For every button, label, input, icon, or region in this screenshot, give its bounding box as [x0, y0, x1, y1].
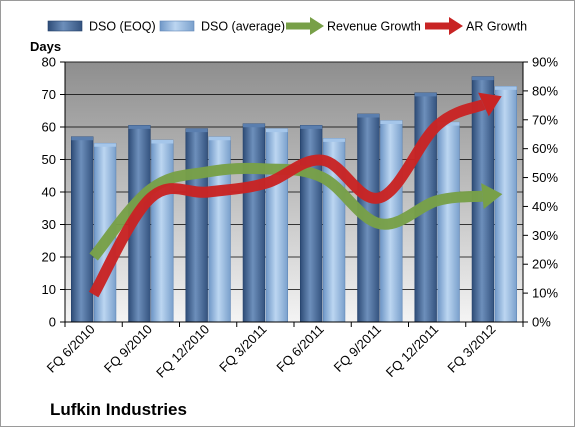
- bar-dso-average: [265, 128, 289, 323]
- y2-tick-label: 70%: [532, 112, 558, 127]
- y2-tick-label: 40%: [532, 199, 558, 214]
- legend-label: Revenue Growth: [327, 20, 421, 34]
- bar-top-dso-average: [208, 136, 231, 141]
- y-tick-label: 30: [42, 217, 56, 232]
- bar-dso-eoq: [185, 128, 208, 323]
- legend-label: DSO (average): [201, 20, 285, 34]
- bar-top-dso-eoq: [357, 114, 380, 118]
- y2-tick-label: 50%: [532, 170, 558, 185]
- legend-arrow-shaft: [286, 22, 312, 30]
- y-tick-label: 40: [42, 185, 56, 200]
- bar-top-dso-average: [437, 122, 460, 126]
- growth-lines: [88, 92, 503, 298]
- bar-top-dso-eoq: [243, 123, 265, 128]
- y2-tick-label: 60%: [532, 141, 558, 156]
- bar-top-dso-average: [265, 128, 288, 133]
- bar-top-dso-average: [380, 120, 403, 124]
- chart-title: Lufkin Industries: [50, 400, 187, 419]
- bar-dso-eoq: [70, 136, 94, 323]
- bar-top-dso-average: [94, 143, 116, 147]
- legend-swatch-dso-average: [159, 20, 195, 32]
- y2-tick-label: 10%: [532, 286, 558, 301]
- legend-label: DSO (EOQ): [89, 20, 156, 34]
- y-tick-label: 20: [42, 250, 56, 265]
- bar-top-dso-eoq: [472, 76, 494, 81]
- legend-swatch-dso-eoq: [47, 20, 83, 32]
- y-axis-label: Days: [30, 39, 61, 54]
- y2-tick-label: 20%: [532, 257, 558, 272]
- legend: DSO (EOQ) DSO (average) Revenue Growth AR G…: [47, 17, 527, 35]
- y-tick-label: 50: [42, 152, 56, 167]
- bar-dso-average: [494, 86, 518, 323]
- ar-growth-line: [88, 99, 486, 298]
- y2-tick-label: 90%: [532, 55, 558, 70]
- bar-top-dso-eoq: [185, 128, 208, 133]
- y-tick-label: 10: [42, 282, 56, 297]
- y-tick-label: 80: [42, 55, 56, 70]
- y-tick-label: 60: [42, 120, 56, 135]
- bar-dso-eoq: [242, 123, 266, 323]
- y2-tick-label: 30%: [532, 228, 558, 243]
- bar-top-dso-eoq: [414, 92, 437, 97]
- legend-arrow-shaft: [425, 22, 451, 30]
- bar-dso-average: [437, 121, 460, 323]
- bar-top-dso-average: [151, 140, 174, 144]
- legend-label: AR Growth: [466, 20, 527, 34]
- bar-top-dso-average: [323, 138, 345, 142]
- y2-tick-label: 80%: [532, 83, 558, 98]
- bar-top-dso-eoq: [128, 125, 151, 129]
- bar-dso-average: [151, 139, 174, 323]
- bar-top-dso-eoq: [300, 125, 323, 129]
- revenue-growth-arrowhead: [481, 183, 503, 210]
- y2-tick-label: 0%: [532, 315, 551, 330]
- y-tick-label: 70: [42, 87, 56, 102]
- legend-arrow-head: [449, 17, 463, 35]
- bar-top-dso-eoq: [71, 136, 94, 141]
- ar-growth-arrowhead: [478, 92, 502, 117]
- legend-arrow-head: [310, 17, 324, 35]
- y-tick-label: 0: [49, 315, 56, 330]
- bar-top-dso-average: [494, 86, 517, 90]
